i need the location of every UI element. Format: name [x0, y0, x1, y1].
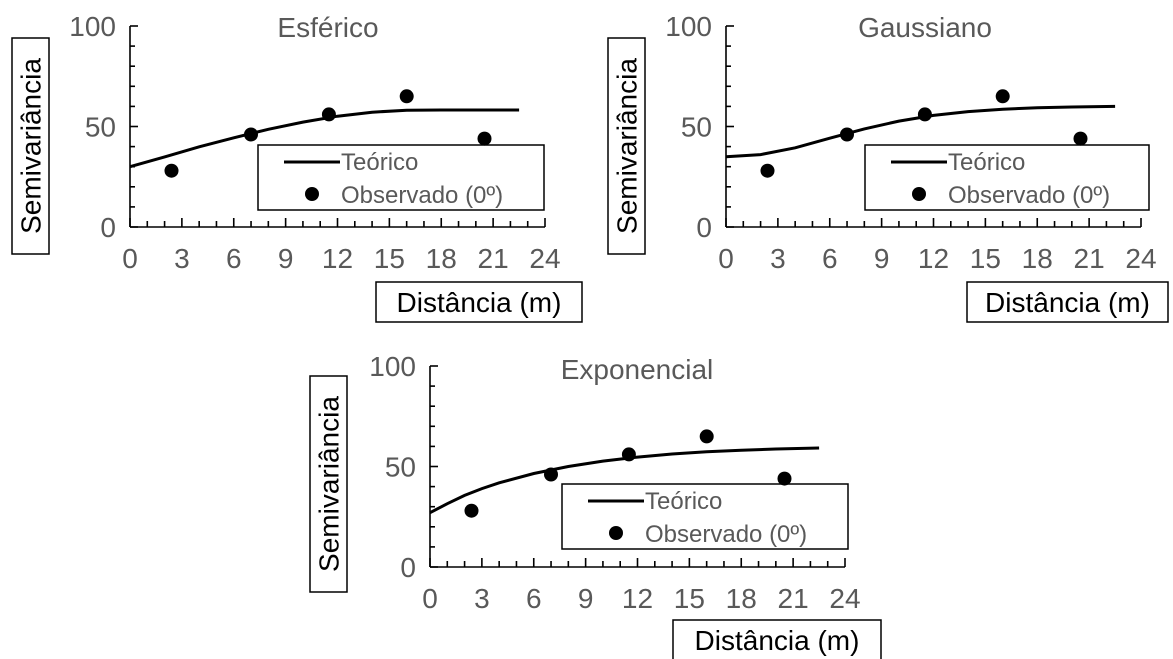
y-tick-label: 0: [100, 212, 116, 243]
observed-point: [321, 107, 336, 122]
x-tick-label: 21: [1074, 243, 1105, 274]
x-tick-label: 21: [778, 583, 809, 614]
observed-point: [840, 127, 854, 142]
theoretical-curve: [725, 104, 1116, 159]
x-tick-label: 18: [1022, 243, 1053, 274]
x-tick-label: 24: [829, 583, 860, 614]
y-tick-label: 0: [400, 552, 416, 583]
observed-point: [995, 89, 1010, 104]
theoretical-curve: [429, 446, 820, 515]
x-tick-label: 0: [122, 243, 138, 274]
x-tick-label: 0: [422, 583, 438, 614]
y-axis-label: Semivariância: [612, 58, 643, 234]
observed-point: [917, 107, 932, 122]
observed-point: [244, 127, 258, 142]
observed-point: [399, 89, 414, 104]
x-tick-label: 3: [474, 583, 490, 614]
x-tick-label: 9: [874, 243, 890, 274]
x-axis-label-box: [966, 281, 1169, 323]
x-tick-label: 18: [426, 243, 457, 274]
x-axis-label-box: [672, 619, 882, 659]
x-tick-label: 24: [1125, 243, 1156, 274]
y-axis-label-box: [11, 37, 50, 255]
y-tick-label: 0: [696, 212, 712, 243]
observed-point: [544, 467, 558, 482]
y-axis-label-box: [607, 37, 646, 255]
legend-box: [561, 483, 849, 550]
x-tick-label: 6: [822, 243, 838, 274]
chart-title: Gaussiano: [858, 12, 992, 43]
x-tick-label: 21: [478, 243, 509, 274]
x-tick-label: 9: [578, 583, 594, 614]
legend-box: [864, 144, 1150, 211]
legend-label-observed: Observado (0º): [341, 182, 503, 209]
observed-point: [464, 503, 479, 518]
chart-panel-gaussiano: Gaussiano 0 3 6 9 12 15 18 21 24 0 50 100 Semivariânc…: [607, 11, 1169, 323]
observed-point: [760, 163, 775, 178]
x-tick-label: 18: [726, 583, 757, 614]
legend-marker-swatch: [305, 187, 319, 201]
x-axis-label: Distância (m): [695, 625, 860, 656]
x-tick-label: 3: [770, 243, 786, 274]
legend-label-observed: Observado (0º): [948, 182, 1110, 209]
x-tick-label: 15: [970, 243, 1001, 274]
x-tick-label: 12: [322, 243, 353, 274]
observed-point: [164, 163, 179, 178]
y-tick-label: 50: [681, 112, 712, 143]
x-tick-label: 12: [622, 583, 653, 614]
observed-point: [621, 447, 636, 462]
y-tick-label: 100: [369, 351, 416, 382]
observed-point: [1073, 131, 1088, 146]
x-tick-label: 24: [529, 243, 560, 274]
observed-point: [777, 471, 792, 486]
x-tick-label: 3: [174, 243, 190, 274]
legend-label-observed: Observado (0º): [645, 521, 807, 548]
observed-point: [477, 131, 492, 146]
chart-title: Esférico: [277, 12, 378, 43]
legend-box: [257, 144, 545, 211]
chart-panel-esférico: Esférico 0 3 6 9 12 15 18 21 24 0 50 100 Semivariânci…: [11, 11, 583, 323]
y-tick-label: 100: [69, 11, 116, 42]
y-tick-label: 100: [665, 11, 712, 42]
x-tick-label: 9: [278, 243, 294, 274]
x-axis-label: Distância (m): [985, 287, 1150, 318]
y-tick-label: 50: [85, 112, 116, 143]
x-tick-label: 0: [718, 243, 734, 274]
chart-panel-exponencial: Exponencial 0 3 6 9 12 15 18 21 24 0 50 100 Semivariâ…: [309, 351, 882, 659]
legend-marker-swatch: [912, 187, 926, 201]
legend-label-theoretical: Teórico: [645, 488, 722, 515]
legend-label-theoretical: Teórico: [948, 149, 1025, 176]
x-axis-label: Distância (m): [397, 287, 562, 318]
legend-label-theoretical: Teórico: [341, 149, 418, 176]
y-axis-label-box: [309, 375, 348, 593]
x-tick-label: 6: [226, 243, 242, 274]
x-tick-label: 12: [918, 243, 949, 274]
legend-marker-swatch: [609, 526, 623, 540]
x-tick-label: 15: [674, 583, 705, 614]
x-tick-label: 6: [526, 583, 542, 614]
x-tick-label: 15: [374, 243, 405, 274]
x-axis-label-box: [375, 281, 583, 323]
y-tick-label: 50: [385, 452, 416, 483]
chart-title: Exponencial: [561, 354, 714, 385]
observed-point: [699, 429, 714, 444]
theoretical-curve: [129, 108, 520, 169]
y-axis-label: Semivariância: [314, 396, 345, 572]
y-axis-label: Semivariância: [16, 58, 47, 234]
